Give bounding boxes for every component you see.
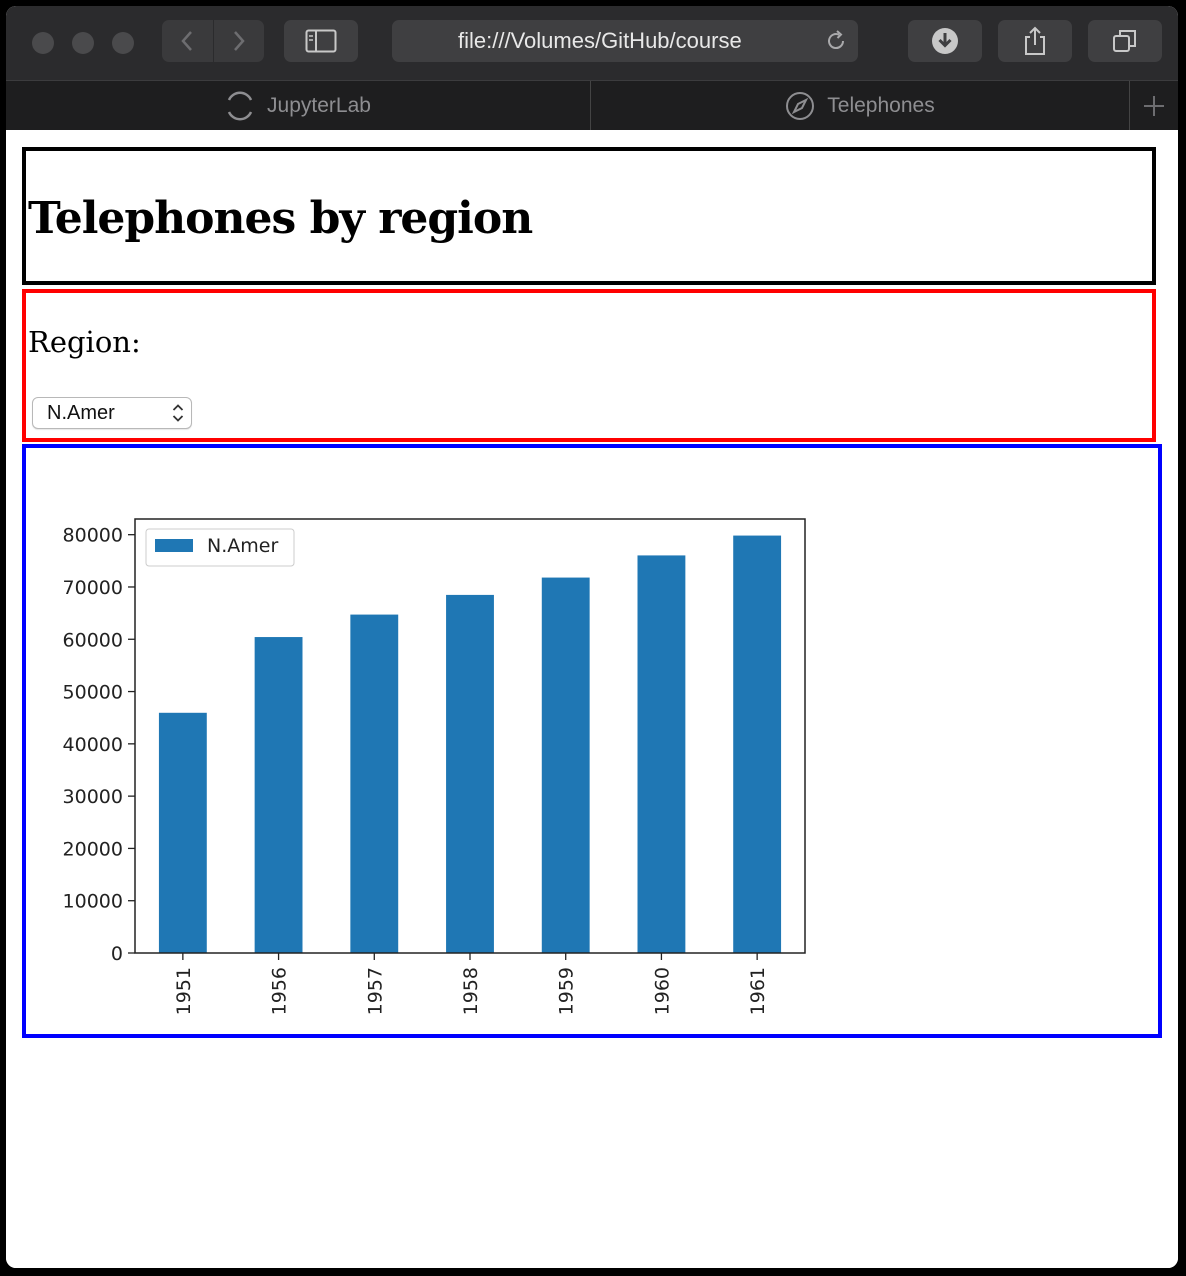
page-title: Telephones by region <box>28 193 533 244</box>
y-tick-label: 20000 <box>63 838 123 860</box>
tab-label: JupyterLab <box>267 93 371 117</box>
tab-divider <box>590 81 591 130</box>
tab-bar: JupyterLab Telephones <box>6 81 1178 131</box>
tab-divider <box>1129 81 1130 130</box>
region-select[interactable]: N.Amer <box>32 397 192 429</box>
tabs-overview-icon <box>1113 30 1136 52</box>
x-tick-label: 1951 <box>173 967 195 1015</box>
history-navigation <box>162 20 264 62</box>
tab-telephones[interactable]: Telephones <box>591 81 1129 130</box>
legend-swatch <box>155 539 193 552</box>
sidebar-icon <box>305 29 337 53</box>
plus-icon <box>1144 95 1164 116</box>
minimize-window-button[interactable] <box>72 32 94 54</box>
chart-panel: 0 10000 20000 30000 40000 50000 60000 70000 8000… <box>22 444 1162 1038</box>
bar-1960 <box>637 555 686 953</box>
region-select-value: N.Amer <box>47 402 115 424</box>
share-icon <box>1025 26 1045 55</box>
page-content: Telephones by region Region: N.Amer 0 100… <box>6 130 1178 1268</box>
x-tick-label: 1961 <box>747 967 769 1015</box>
legend-box <box>145 528 295 567</box>
spinner-icon <box>225 91 255 121</box>
new-tab-button[interactable] <box>1130 81 1178 130</box>
y-tick-label: 0 <box>111 943 123 965</box>
x-tick-label: 1957 <box>364 967 386 1015</box>
bar-1961 <box>733 535 782 953</box>
sidebar-button[interactable] <box>284 20 358 62</box>
y-tick-label: 80000 <box>63 525 123 547</box>
bar-1951 <box>158 712 207 953</box>
x-tick-label: 1958 <box>460 967 482 1015</box>
bar-1958 <box>446 594 494 953</box>
plot-frame <box>134 518 806 954</box>
forward-button[interactable] <box>212 20 265 62</box>
x-tick-label: 1960 <box>651 967 673 1015</box>
tab-jupyterlab[interactable]: JupyterLab <box>6 81 590 130</box>
bar-chart: 0 10000 20000 30000 40000 50000 60000 70000 8000… <box>63 518 806 1015</box>
bar-1957 <box>350 614 399 953</box>
legend-label: N.Amer <box>207 535 278 557</box>
bar-1959 <box>541 577 590 953</box>
title-panel: Telephones by region <box>22 147 1156 285</box>
chevron-left-icon <box>181 31 193 51</box>
region-panel: Region: N.Amer <box>22 289 1156 442</box>
downloads-button[interactable] <box>908 20 982 62</box>
y-tick-label: 10000 <box>63 891 123 913</box>
share-button[interactable] <box>998 20 1072 62</box>
close-window-button[interactable] <box>32 32 54 54</box>
y-tick-label: 60000 <box>63 629 123 651</box>
back-button[interactable] <box>162 20 213 62</box>
browser-window: file:///Volumes/GitHub/course <box>6 6 1178 1268</box>
region-label: Region: <box>28 325 141 359</box>
y-tick-label: 40000 <box>63 734 123 756</box>
zoom-window-button[interactable] <box>112 32 134 54</box>
tab-label: Telephones <box>827 93 935 117</box>
browser-toolbar: file:///Volumes/GitHub/course <box>6 6 1178 81</box>
y-tick-label: 30000 <box>63 786 123 808</box>
address-bar[interactable]: file:///Volumes/GitHub/course <box>392 20 858 62</box>
select-arrows-icon <box>172 404 184 422</box>
x-tick-label: 1959 <box>556 967 578 1015</box>
legend: N.Amer <box>145 528 295 567</box>
y-tick-label: 70000 <box>63 577 123 599</box>
y-tick-label: 50000 <box>63 682 123 704</box>
chevron-right-icon <box>233 31 245 51</box>
x-tick-label: 1956 <box>269 967 291 1015</box>
reload-icon[interactable] <box>824 29 848 53</box>
download-icon <box>932 28 958 54</box>
tab-overview-button[interactable] <box>1088 20 1162 62</box>
address-url[interactable]: file:///Volumes/GitHub/course <box>458 28 742 53</box>
bar-1956 <box>254 637 303 953</box>
compass-icon <box>785 91 815 121</box>
